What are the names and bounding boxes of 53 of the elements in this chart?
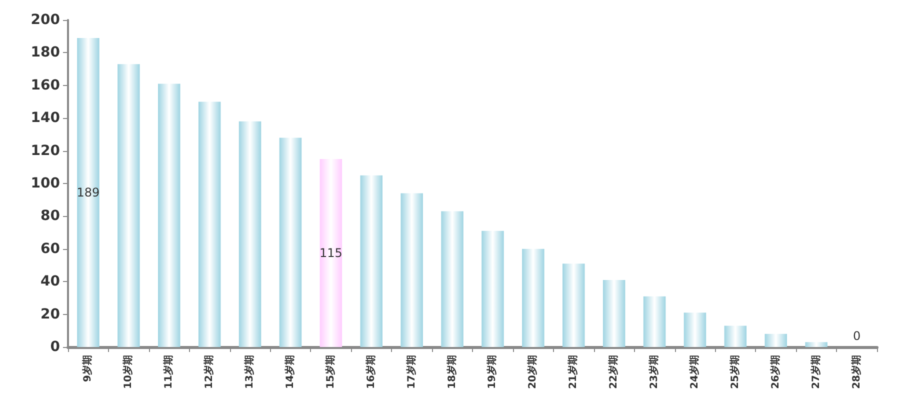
data-label: 0 xyxy=(852,329,861,343)
x-tick-label: 21岁期 xyxy=(567,355,580,389)
x-tick-label: 22岁期 xyxy=(608,355,620,389)
bar xyxy=(198,102,221,347)
x-tick-label: 25岁期 xyxy=(728,355,741,389)
x-tick-label: 28岁期 xyxy=(850,355,862,389)
x-tick-label: 15岁期 xyxy=(324,355,336,389)
bar xyxy=(238,121,262,347)
y-tick-label: 80 xyxy=(40,208,60,224)
y-tick-label: 160 xyxy=(30,77,60,94)
bar xyxy=(724,326,747,347)
x-tick-label: 23岁期 xyxy=(648,355,660,389)
bar xyxy=(684,312,706,347)
y-tick-label: 180 xyxy=(30,44,60,61)
x-tick-label: 27岁期 xyxy=(810,355,822,389)
x-tick-label: 9岁期 xyxy=(82,355,94,382)
bar xyxy=(562,264,585,347)
y-tick-label: 140 xyxy=(30,110,60,126)
y-tick-label: 40 xyxy=(40,274,60,290)
x-tick-label: 17岁期 xyxy=(405,355,418,389)
bar xyxy=(805,342,828,347)
x-tick-label: 11岁期 xyxy=(162,355,175,389)
bar xyxy=(764,334,787,347)
x-tick-label: 14岁期 xyxy=(284,355,296,389)
y-tick-label: 120 xyxy=(30,142,60,159)
bar xyxy=(360,175,382,347)
x-tick-label: 12岁期 xyxy=(203,355,216,389)
bar xyxy=(643,296,666,347)
x-tick-label: 24岁期 xyxy=(688,355,700,389)
x-tick-label: 13岁期 xyxy=(244,355,256,389)
y-tick-label: 60 xyxy=(40,240,60,257)
x-tick-label: 16岁期 xyxy=(364,355,377,389)
x-tick-label: 18岁期 xyxy=(446,355,458,389)
bar xyxy=(320,158,342,347)
bar xyxy=(400,193,423,347)
y-tick-label: 100 xyxy=(30,176,60,192)
bar xyxy=(602,280,626,347)
bar xyxy=(279,138,302,347)
x-tick-label: 26岁期 xyxy=(769,355,782,389)
y-tick-label: 200 xyxy=(30,12,60,28)
bar xyxy=(441,211,464,347)
bar xyxy=(118,64,140,347)
y-tick-label: 0 xyxy=(50,339,60,355)
bar xyxy=(158,84,180,347)
bar xyxy=(482,230,504,347)
y-tick-label: 20 xyxy=(40,306,60,322)
bar xyxy=(77,38,100,347)
x-tick-label: 20岁期 xyxy=(526,355,539,389)
bar xyxy=(522,248,544,347)
data-label: 189 xyxy=(76,185,100,200)
x-tick-label: 19岁期 xyxy=(486,355,498,389)
data-label: 115 xyxy=(319,246,342,260)
x-tick-label: 10岁期 xyxy=(122,355,134,389)
